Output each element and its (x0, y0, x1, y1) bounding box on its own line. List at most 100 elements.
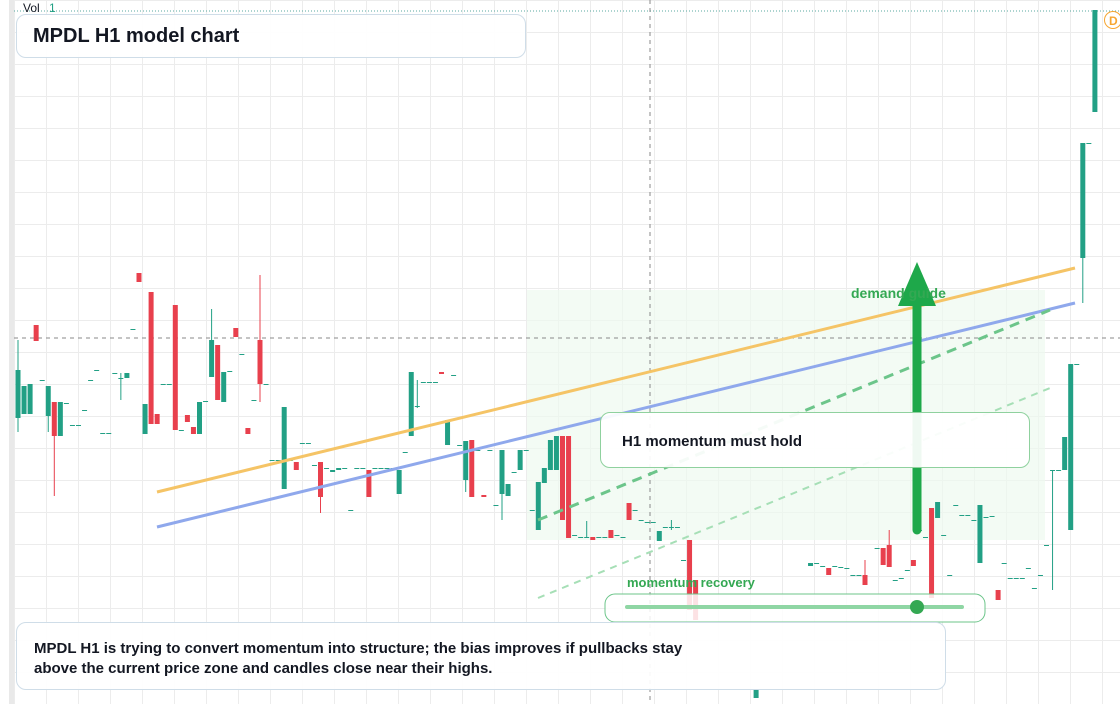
scroll-edge (9, 0, 14, 704)
candle-body (535, 482, 541, 530)
candle-body (88, 380, 94, 381)
candle (336, 468, 342, 470)
candle (426, 382, 432, 383)
candle (130, 329, 136, 330)
candle-body (342, 468, 348, 469)
candle-body (281, 407, 287, 489)
candle (681, 560, 686, 561)
candle (82, 410, 88, 411)
candle (76, 425, 81, 426)
candle-body (1037, 575, 1043, 576)
candle-body (499, 450, 505, 494)
candle-body (487, 450, 493, 451)
candle (923, 537, 928, 538)
candle (245, 428, 251, 434)
candle (451, 375, 457, 376)
candle (15, 340, 21, 432)
candle (420, 382, 426, 383)
candle-body (874, 548, 880, 549)
candle (203, 401, 209, 402)
candle (148, 292, 154, 424)
candle-body (989, 516, 995, 517)
candle (608, 530, 614, 538)
candle-body (414, 406, 420, 407)
candle-body (275, 460, 281, 461)
candle-body (148, 292, 154, 424)
candles (15, 10, 1098, 698)
candle-body (330, 470, 336, 472)
candle-body (209, 340, 215, 377)
candle (499, 450, 505, 520)
candle (432, 382, 438, 383)
candle (51, 402, 57, 496)
candle-body (650, 522, 656, 523)
candle-body (57, 402, 63, 436)
candle (239, 354, 245, 355)
badge[interactable]: D (1104, 11, 1120, 29)
candle (505, 484, 511, 496)
candle (977, 505, 983, 563)
candle-body (602, 537, 608, 538)
candle (160, 384, 166, 385)
candle-body (197, 402, 202, 434)
candle-body (856, 575, 862, 576)
candle (172, 305, 178, 430)
candle-body (366, 470, 372, 497)
candle-body (626, 503, 632, 520)
candle (971, 520, 977, 521)
candle (45, 386, 51, 432)
candle-body (172, 305, 178, 430)
vol-value: 1 (49, 1, 56, 15)
candle (941, 535, 947, 536)
candle-body (118, 378, 124, 379)
candle (21, 386, 27, 414)
candle-body (620, 537, 626, 538)
candle (1074, 364, 1080, 365)
candle (989, 516, 995, 517)
candle (753, 690, 759, 698)
candle (190, 427, 196, 434)
candle-body (439, 372, 444, 374)
candle (269, 460, 275, 461)
candle (439, 372, 444, 374)
recovery-label: momentum recovery (627, 575, 755, 590)
candle (590, 537, 596, 540)
candle (1037, 575, 1043, 576)
candle (511, 472, 517, 473)
candle (124, 373, 130, 378)
candle-body (106, 433, 112, 434)
candle (348, 510, 354, 511)
candle (263, 384, 269, 385)
candle-body (632, 510, 638, 511)
candle-body (451, 375, 457, 376)
candle-body (880, 548, 886, 565)
candle-body (892, 580, 898, 581)
candle-body (1013, 578, 1019, 579)
candle-body (517, 450, 523, 470)
candle-body (251, 400, 257, 401)
candle (184, 415, 190, 422)
candle-body (977, 505, 983, 563)
candle-body (27, 384, 33, 414)
candle-body (553, 436, 559, 470)
candle-body (910, 560, 916, 566)
candle-body (1001, 563, 1007, 564)
candle (69, 425, 75, 426)
candle-body (566, 436, 572, 538)
candle (118, 373, 124, 400)
candle-body (263, 384, 269, 385)
candle (360, 468, 366, 469)
candle (553, 436, 559, 470)
candle-body (886, 545, 892, 567)
title-box: MPDL H1 model chart (16, 14, 526, 58)
candle-body (51, 402, 57, 436)
candle-body (904, 570, 910, 571)
candle-body (190, 427, 196, 434)
candle-body (505, 484, 511, 496)
candle (94, 370, 100, 371)
demand-label: demand guide (851, 285, 946, 301)
candle (39, 380, 45, 381)
candle-body (668, 527, 674, 528)
candle-body (662, 527, 668, 528)
